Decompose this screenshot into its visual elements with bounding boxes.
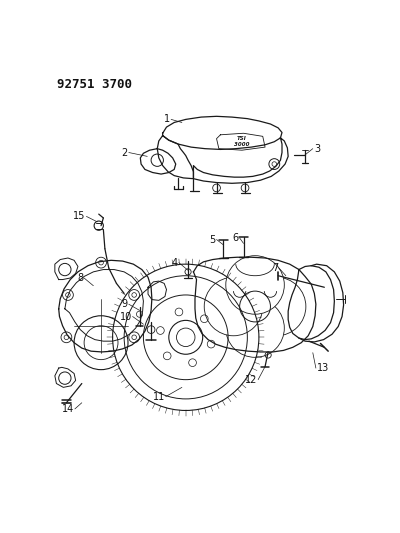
- Text: 5: 5: [210, 235, 216, 245]
- Text: 7: 7: [272, 263, 278, 273]
- Circle shape: [226, 299, 284, 357]
- Circle shape: [247, 277, 306, 336]
- Text: 3: 3: [314, 144, 320, 154]
- Text: 2: 2: [122, 148, 128, 158]
- Text: 1: 1: [164, 115, 170, 124]
- Text: 9: 9: [122, 299, 128, 309]
- Text: 13: 13: [317, 363, 329, 373]
- Text: 12: 12: [245, 375, 257, 385]
- Text: 15: 15: [73, 212, 86, 221]
- Text: 10: 10: [120, 311, 132, 321]
- Text: 14: 14: [62, 404, 74, 414]
- Circle shape: [204, 277, 263, 336]
- Text: 92751 3700: 92751 3700: [57, 78, 132, 91]
- Text: 6: 6: [233, 233, 239, 243]
- Text: TSI
3000: TSI 3000: [234, 136, 250, 147]
- Text: 11: 11: [153, 392, 165, 401]
- Circle shape: [226, 256, 284, 314]
- Text: 8: 8: [77, 273, 83, 283]
- Text: 4: 4: [172, 257, 178, 268]
